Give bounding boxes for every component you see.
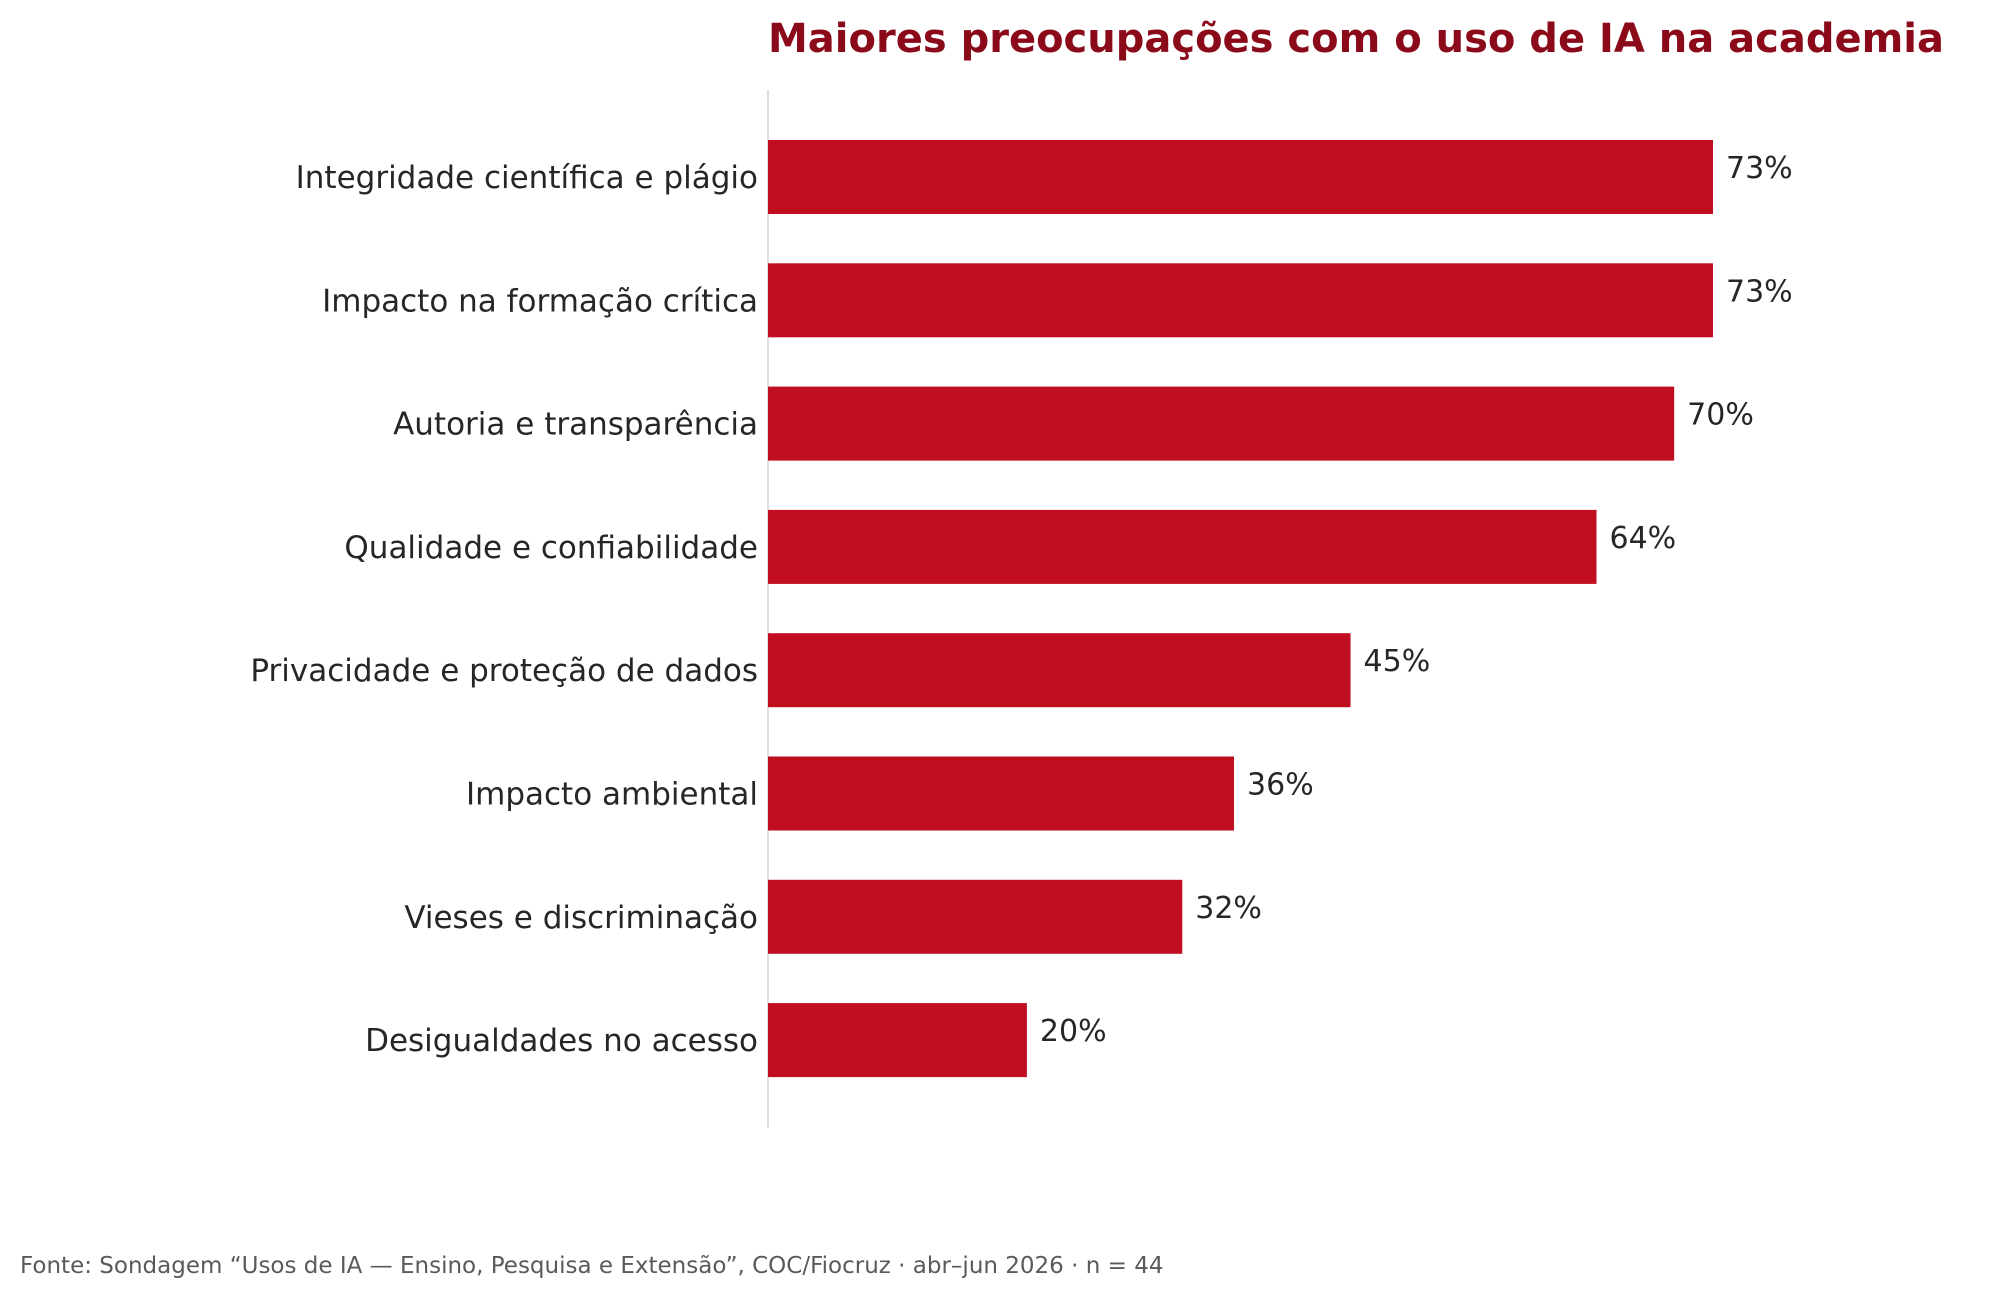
value-label: 32% bbox=[1195, 891, 1262, 926]
category-label: Impacto na formação crítica bbox=[322, 283, 758, 319]
category-label: Privacidade e proteção de dados bbox=[250, 653, 758, 689]
category-label: Autoria e transparência bbox=[393, 407, 758, 443]
bar bbox=[768, 386, 1675, 461]
bars-group: Integridade científica e plágio 73% Impact… bbox=[250, 140, 1793, 1078]
bar bbox=[768, 633, 1351, 708]
bar bbox=[768, 263, 1713, 338]
value-label: 36% bbox=[1247, 768, 1314, 803]
source-note: Fonte: Sondagem “Usos de IA — Ensino, Pe… bbox=[20, 1253, 1164, 1279]
bar bbox=[768, 140, 1713, 214]
value-label: 70% bbox=[1687, 398, 1754, 433]
category-label: Impacto ambiental bbox=[466, 777, 758, 813]
category-label: Integridade científica e plágio bbox=[296, 160, 758, 196]
value-label: 73% bbox=[1726, 274, 1793, 309]
bar bbox=[768, 1003, 1027, 1078]
bar bbox=[768, 879, 1183, 954]
value-label: 20% bbox=[1040, 1014, 1107, 1049]
category-label: Qualidade e confiabilidade bbox=[344, 530, 758, 566]
value-label: 45% bbox=[1364, 644, 1431, 679]
bar bbox=[768, 756, 1235, 831]
value-label: 64% bbox=[1609, 521, 1676, 556]
category-label: Vieses e discriminação bbox=[404, 900, 758, 936]
category-label: Desigualdades no acesso bbox=[365, 1023, 758, 1059]
value-label: 73% bbox=[1726, 151, 1793, 186]
bar bbox=[768, 509, 1597, 584]
chart-title: Maiores preocupações com o uso de IA na … bbox=[768, 16, 1944, 62]
